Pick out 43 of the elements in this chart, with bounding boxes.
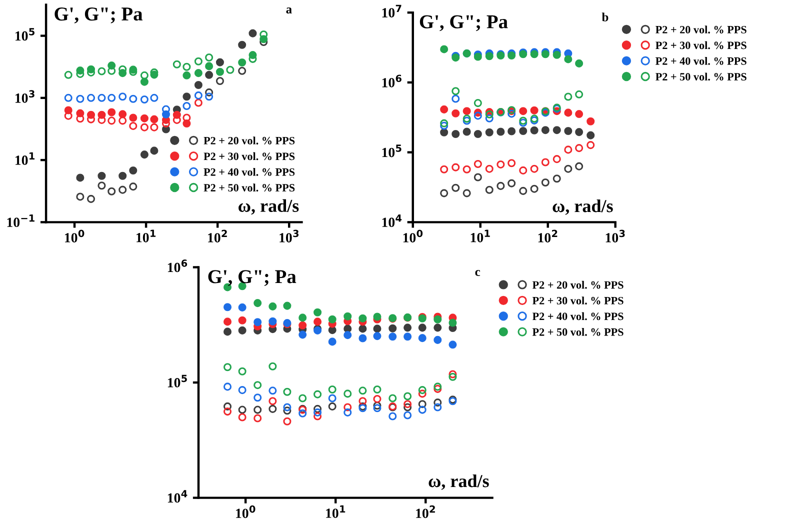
x-tick-label: 10$^{1}$	[136, 230, 156, 242]
legend-label: P2 + 50 vol. % PPS	[204, 184, 295, 192]
y-tick-label: 10$^{1}$	[16, 152, 35, 165]
y-tick-label: 10$^{4}$	[382, 214, 402, 228]
x-tick-label: 10$^{2}$	[416, 505, 435, 518]
chart-title: b	[602, 12, 608, 22]
legend-label: P2 + 30 vol. % PPS	[532, 296, 624, 304]
legend-label: P2 + 40 vol. % PPS	[656, 57, 746, 65]
x-axis-title: ω, rad/s	[238, 199, 299, 215]
y-tick-label: 10$^{5}$	[16, 28, 34, 41]
y-tick-label: 10$^{6}$	[382, 74, 402, 88]
y-tick-label: 10$^{3}$	[16, 90, 34, 103]
x-tick-label: 10$^{0}$	[65, 230, 84, 242]
x-tick-label: 10$^{0}$	[403, 230, 423, 242]
y-axis-title: G', G"; Pa	[420, 15, 508, 32]
y-tick-label: 10$^{7}$	[382, 4, 402, 18]
y-tick-label: 10$^{4}$	[168, 490, 188, 503]
y-tick-label: 10$^{−1}$	[7, 214, 34, 228]
x-tick-label: 10$^{2}$	[538, 230, 558, 242]
y-axis-title: G', G"; Pa	[54, 8, 143, 24]
legend-label: P2 + 50 vol. % PPS	[532, 328, 624, 336]
x-tick-label: 10$^{1}$	[326, 505, 346, 518]
x-axis-title: ω, rad/s	[552, 200, 613, 215]
chart-title: c	[475, 270, 480, 276]
legend-label: P2 + 40 vol. % PPS	[532, 312, 624, 320]
legend-label: P2 + 50 vol. % PPS	[656, 72, 746, 81]
x-tick-label: 10$^{3}$	[606, 230, 625, 242]
y-tick-label: 10$^{6}$	[168, 260, 188, 272]
legend-label: P2 + 20 vol. % PPS	[204, 136, 295, 144]
legend-label: P2 + 40 vol. % PPS	[204, 168, 295, 176]
legend-label: P2 + 30 vol. % PPS	[204, 152, 295, 160]
x-tick-label: 10$^{2}$	[208, 230, 227, 242]
legend-label: P2 + 20 vol. % PPS	[532, 280, 624, 289]
x-axis-title: ω, rad/s	[428, 474, 489, 490]
legend-label: P2 + 20 vol. % PPS	[656, 26, 746, 34]
y-tick-label: 10$^{5}$	[168, 374, 187, 388]
x-tick-label: 10$^{3}$	[280, 230, 299, 242]
x-tick-label: 10$^{0}$	[236, 505, 256, 518]
y-axis-title: G', G"; Pa	[208, 270, 296, 286]
y-tick-label: 10$^{5}$	[382, 144, 402, 158]
x-tick-label: 10$^{1}$	[470, 230, 490, 242]
legend-label: P2 + 30 vol. % PPS	[656, 41, 746, 50]
chart-title: a	[286, 8, 292, 14]
